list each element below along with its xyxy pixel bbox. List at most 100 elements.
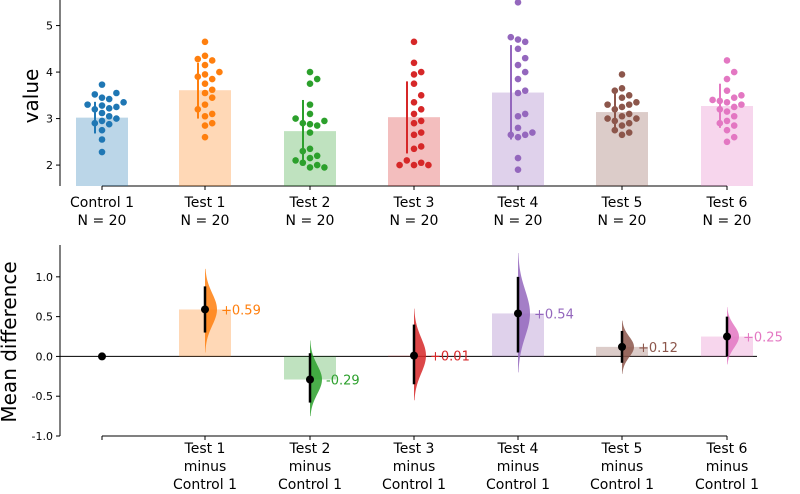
swarm-point [514, 112, 522, 120]
swarm-point [91, 91, 99, 98]
swarm-point [98, 109, 106, 117]
bottom-y-tick-label: 0.0 [36, 350, 54, 363]
comparison-label-line: Control 1 [590, 477, 654, 493]
group-n-label: N = 20 [181, 213, 230, 229]
swarm-point [113, 115, 120, 122]
swarm-point [120, 99, 127, 106]
mean-difference-point [201, 305, 209, 314]
bottom-y-tick-label: -0.5 [32, 390, 53, 403]
swarm-point [633, 99, 640, 106]
bootstrap-distribution [622, 320, 634, 374]
swarm-point [521, 131, 529, 139]
swarm-point [625, 110, 633, 118]
top-y-axis-label: value [19, 69, 43, 124]
swarm-point [521, 110, 529, 118]
delta-value-label: +0.54 [534, 307, 574, 322]
swarm-point [105, 120, 113, 128]
bottom-y-tick-label: -1.0 [32, 430, 53, 443]
group-name-label: Test 4 [497, 195, 539, 211]
swarm-point [306, 129, 314, 136]
swarm-point [514, 154, 522, 162]
swarm-point [105, 112, 113, 120]
mean-difference-point [410, 351, 418, 360]
swarm-point [709, 96, 716, 104]
swarm-point [84, 101, 91, 108]
swarm-point [625, 101, 633, 108]
group-n-label: N = 20 [78, 213, 127, 229]
mean-difference-point [618, 342, 626, 351]
swarm-point [618, 71, 626, 78]
bootstrap-distribution [518, 252, 530, 373]
swarm-point [306, 164, 314, 171]
group-name-label: Test 5 [601, 195, 643, 211]
top-y-tick-label: 3 [46, 113, 53, 126]
swarm-point [521, 54, 529, 62]
delta-value-label: +0.01 [430, 350, 470, 365]
mean-difference-point [723, 332, 731, 341]
comparison-label-line: minus [706, 459, 749, 475]
mean-difference-point [306, 375, 314, 384]
swarm-point [514, 45, 522, 53]
swarm-point [410, 59, 418, 67]
swarm-point [723, 99, 731, 106]
swarm-point [410, 71, 418, 78]
swarm-point [201, 71, 209, 78]
swarm-point [723, 126, 731, 134]
swarm-point [313, 152, 321, 160]
swarm-point [417, 68, 425, 76]
swarm-point [208, 75, 216, 83]
swarm-point [514, 133, 522, 141]
swarm-point [514, 36, 522, 43]
comparison-label-line: Control 1 [486, 477, 550, 493]
bootstrap-distribution [310, 340, 322, 417]
bootstrap-distribution [727, 307, 739, 365]
swarm-point [417, 92, 425, 99]
swarm-point [738, 101, 745, 108]
swarm-point [514, 61, 522, 69]
swarm-point [208, 57, 216, 64]
bottom-y-axis-label: Mean difference [0, 261, 21, 422]
group-name-label: Test 6 [706, 195, 748, 211]
swarm-point [723, 87, 731, 94]
swarm-point [306, 145, 314, 153]
swarm-point [321, 164, 328, 171]
swarm-point [417, 117, 425, 125]
swarm-point [98, 126, 106, 134]
swarm-point [201, 122, 209, 129]
swarm-point [730, 103, 738, 111]
swarm-point [738, 92, 745, 99]
swarm-point [98, 102, 106, 109]
swarm-point [417, 143, 425, 150]
delta-value-label: +0.59 [221, 303, 261, 318]
swarm-point [723, 108, 731, 115]
swarm-point [730, 122, 738, 129]
swarm-point [625, 92, 633, 99]
swarm-point [208, 119, 216, 127]
bootstrap-distribution [205, 268, 217, 353]
delta-value-label: +0.12 [638, 341, 678, 356]
swarm-point [625, 129, 633, 136]
bottom-y-tick-label: 0.5 [36, 311, 54, 324]
swarm-point [113, 89, 120, 97]
group-name-label: Test 2 [289, 195, 331, 211]
swarm-point [201, 133, 209, 141]
group-n-label: N = 20 [494, 213, 543, 229]
comparison-label-line: minus [289, 459, 332, 475]
swarm-point [521, 38, 529, 46]
swarm-point [194, 55, 202, 63]
swarm-point [723, 138, 731, 146]
swarm-point [201, 112, 209, 120]
swarm-point [201, 101, 209, 108]
swarm-point [410, 145, 418, 153]
top-y-tick-label: 4 [46, 66, 53, 79]
swarm-point [98, 136, 106, 143]
swarm-point [730, 68, 738, 76]
swarm-point [514, 89, 522, 97]
swarm-point [313, 75, 321, 83]
swarm-point [618, 103, 626, 111]
group-n-label: N = 20 [703, 213, 752, 229]
comparison-label-line: Control 1 [695, 477, 759, 493]
swarm-point [723, 117, 731, 125]
swarm-point [723, 75, 731, 83]
swarm-point [618, 85, 626, 92]
